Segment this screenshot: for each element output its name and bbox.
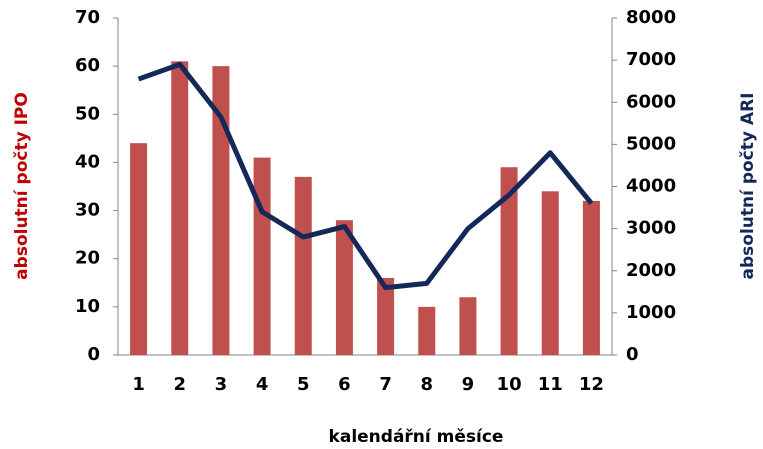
y-tick-label: 70 (75, 7, 100, 28)
bar (294, 176, 312, 355)
x-axis-label: kalendářní měsíce (329, 427, 504, 447)
y2-tick-label: 8000 (626, 7, 676, 28)
y2-tick-label: 1000 (626, 302, 676, 323)
y2-tick-label: 6000 (626, 91, 676, 112)
x-tick-label: 4 (256, 374, 269, 395)
y-axis-label: absolutní počty IPO (12, 92, 32, 280)
bar (253, 157, 271, 355)
y-tick-label: 20 (75, 248, 100, 269)
x-tick-label: 5 (297, 374, 310, 395)
x-tick-label: 8 (420, 374, 433, 395)
bar (130, 143, 148, 355)
x-tick-label: 11 (538, 374, 563, 395)
x-tick-label: 1 (132, 374, 145, 395)
x-tick-label: 6 (338, 374, 351, 395)
bar (212, 66, 230, 356)
y-tick-label: 60 (75, 55, 100, 76)
y-tick-label: 0 (87, 344, 100, 365)
bar (171, 61, 189, 355)
y2-tick-label: 3000 (626, 218, 676, 239)
x-tick-label: 3 (215, 374, 228, 395)
y-tick-label: 50 (75, 103, 100, 124)
bar (582, 200, 600, 355)
y2-tick-label: 2000 (626, 260, 676, 281)
bar (459, 297, 477, 355)
line (137, 61, 594, 291)
bar (418, 306, 436, 355)
y-tick-label: 40 (75, 151, 100, 172)
x-tick-label: 9 (462, 374, 475, 395)
y-tick-label: 30 (75, 200, 100, 221)
y2-tick-label: 7000 (626, 49, 676, 70)
y2-tick-label: 4000 (626, 176, 676, 197)
bar (335, 220, 353, 355)
x-tick-label: 10 (497, 374, 522, 395)
y2-tick-label: 5000 (626, 133, 676, 154)
y2-tick-label: 0 (626, 344, 639, 365)
y2-axis-label: absolutní počty ARI (738, 93, 758, 280)
x-tick-label: 2 (173, 374, 186, 395)
x-tick-label: 7 (379, 374, 392, 395)
y-tick-label: 10 (75, 296, 100, 317)
bar (500, 167, 518, 355)
bar (541, 191, 559, 355)
x-tick-label: 12 (579, 374, 604, 395)
bar (377, 277, 395, 355)
